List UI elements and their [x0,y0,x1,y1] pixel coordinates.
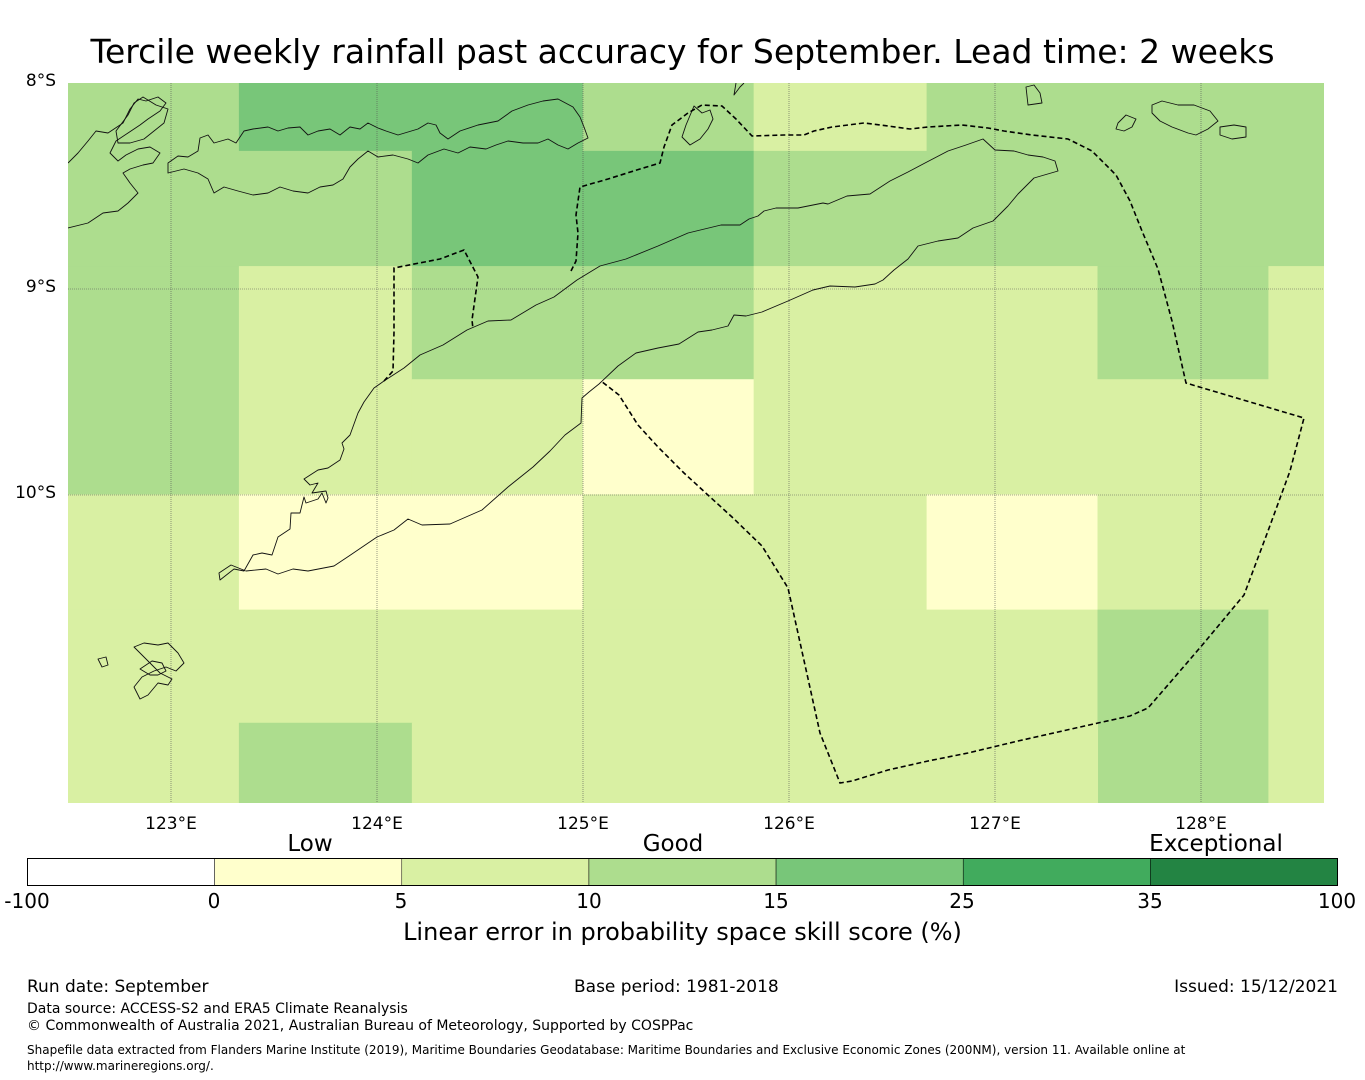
skill-cell [68,722,240,803]
colorbar-category-low: Low [287,831,333,857]
shapefile-credit: Shapefile data extracted from Flanders M… [27,1042,1227,1074]
skill-cell [238,494,584,611]
colorbar-segment [27,858,215,886]
rote-coastline [133,642,185,700]
skill-cell [238,266,413,495]
lon-label-128e: 128°E [1175,814,1227,834]
lon-label-127e: 127°E [969,814,1021,834]
kisar-coastline [1025,84,1043,106]
skill-cell [1097,266,1269,380]
colorbar-segment [214,858,403,886]
skill-cell [1268,609,1324,803]
pantar-coastline [115,96,169,144]
shapefile-credit-line2: http://www.marineregions.org/. [27,1059,214,1073]
colorbar-segment [775,858,964,886]
lon-label-126e: 126°E [763,814,815,834]
wetar-tip-coastline [733,83,745,96]
skill-cell [68,494,240,611]
skill-cell [582,83,755,152]
skill-cell [68,609,1099,724]
skill-cell [411,379,584,495]
colorbar-tick: 15 [763,889,789,913]
lon-label-123e: 123°E [145,814,197,834]
colorbar-tick: 35 [1137,889,1163,913]
skill-cell [582,379,755,495]
lat-label-8s: 8°S [25,71,56,91]
skill-cell [411,722,1099,803]
run-date: Run date: September [27,977,209,997]
colorbar [27,858,1338,886]
skill-cell [926,83,1324,152]
data-source: Data source: ACCESS-S2 and ERA5 Climate … [27,1001,408,1017]
colorbar-tick: 10 [576,889,602,913]
colorbar-tick: 5 [394,889,408,913]
graticule [68,83,1324,803]
skill-cell [238,722,413,803]
lakor-coastline [1219,124,1247,140]
colorbar-segment [1150,858,1338,886]
skill-cell [1097,379,1269,495]
lat-label-9s: 9°S [25,277,56,297]
lat-label-10s: 10°S [15,483,56,503]
semau-coastline [139,660,167,676]
atauro-coastline [681,105,714,146]
skill-map [68,83,1324,803]
colorbar-tick: 25 [949,889,975,913]
colorbar-tick: -100 [4,889,50,913]
skill-cell [68,150,413,267]
skill-cell [753,83,928,152]
chart-title: Tercile weekly rainfall past accuracy fo… [90,32,1275,71]
skill-grid-cells [68,83,1324,803]
oecusse-boundary [383,249,479,382]
colorbar-segment [962,858,1151,886]
skill-cell [926,494,1099,611]
moa-coastline [1151,100,1219,136]
skill-cell [1097,609,1269,803]
coastlines [68,83,1247,700]
colorbar-category-exceptional: Exceptional [1149,831,1283,857]
skill-cell [1268,266,1324,495]
skill-cell [753,266,1099,495]
lon-label-124e: 124°E [351,814,403,834]
alor-coastline [167,98,589,196]
shapefile-credit-line1: Shapefile data extracted from Flanders M… [27,1043,1186,1057]
timor-leste-eez-boundary [570,104,1305,784]
base-period: Base period: 1981-2018 [574,977,779,997]
skill-cell [1097,494,1324,611]
colorbar-segment [588,858,777,886]
colorbar-segment [401,858,590,886]
colorbar-tick: 0 [207,889,221,913]
small-island-1 [97,656,109,668]
skill-cell [753,150,1324,267]
issued-date: Issued: 15/12/2021 [1174,977,1338,997]
leti-coastline [1115,114,1137,132]
timor-coastline [218,138,1059,581]
colorbar-label: Linear error in probability space skill … [403,918,962,946]
colorbar-tick: 100 [1317,889,1357,913]
skill-cell [582,494,928,611]
lon-label-125e: 125°E [557,814,609,834]
skill-cell [238,83,584,152]
copyright: © Commonwealth of Australia 2021, Austra… [27,1018,694,1034]
eez-boundaries [383,104,1305,784]
skill-cell [68,266,240,495]
skill-cell [68,83,240,152]
colorbar-category-good: Good [642,831,704,857]
